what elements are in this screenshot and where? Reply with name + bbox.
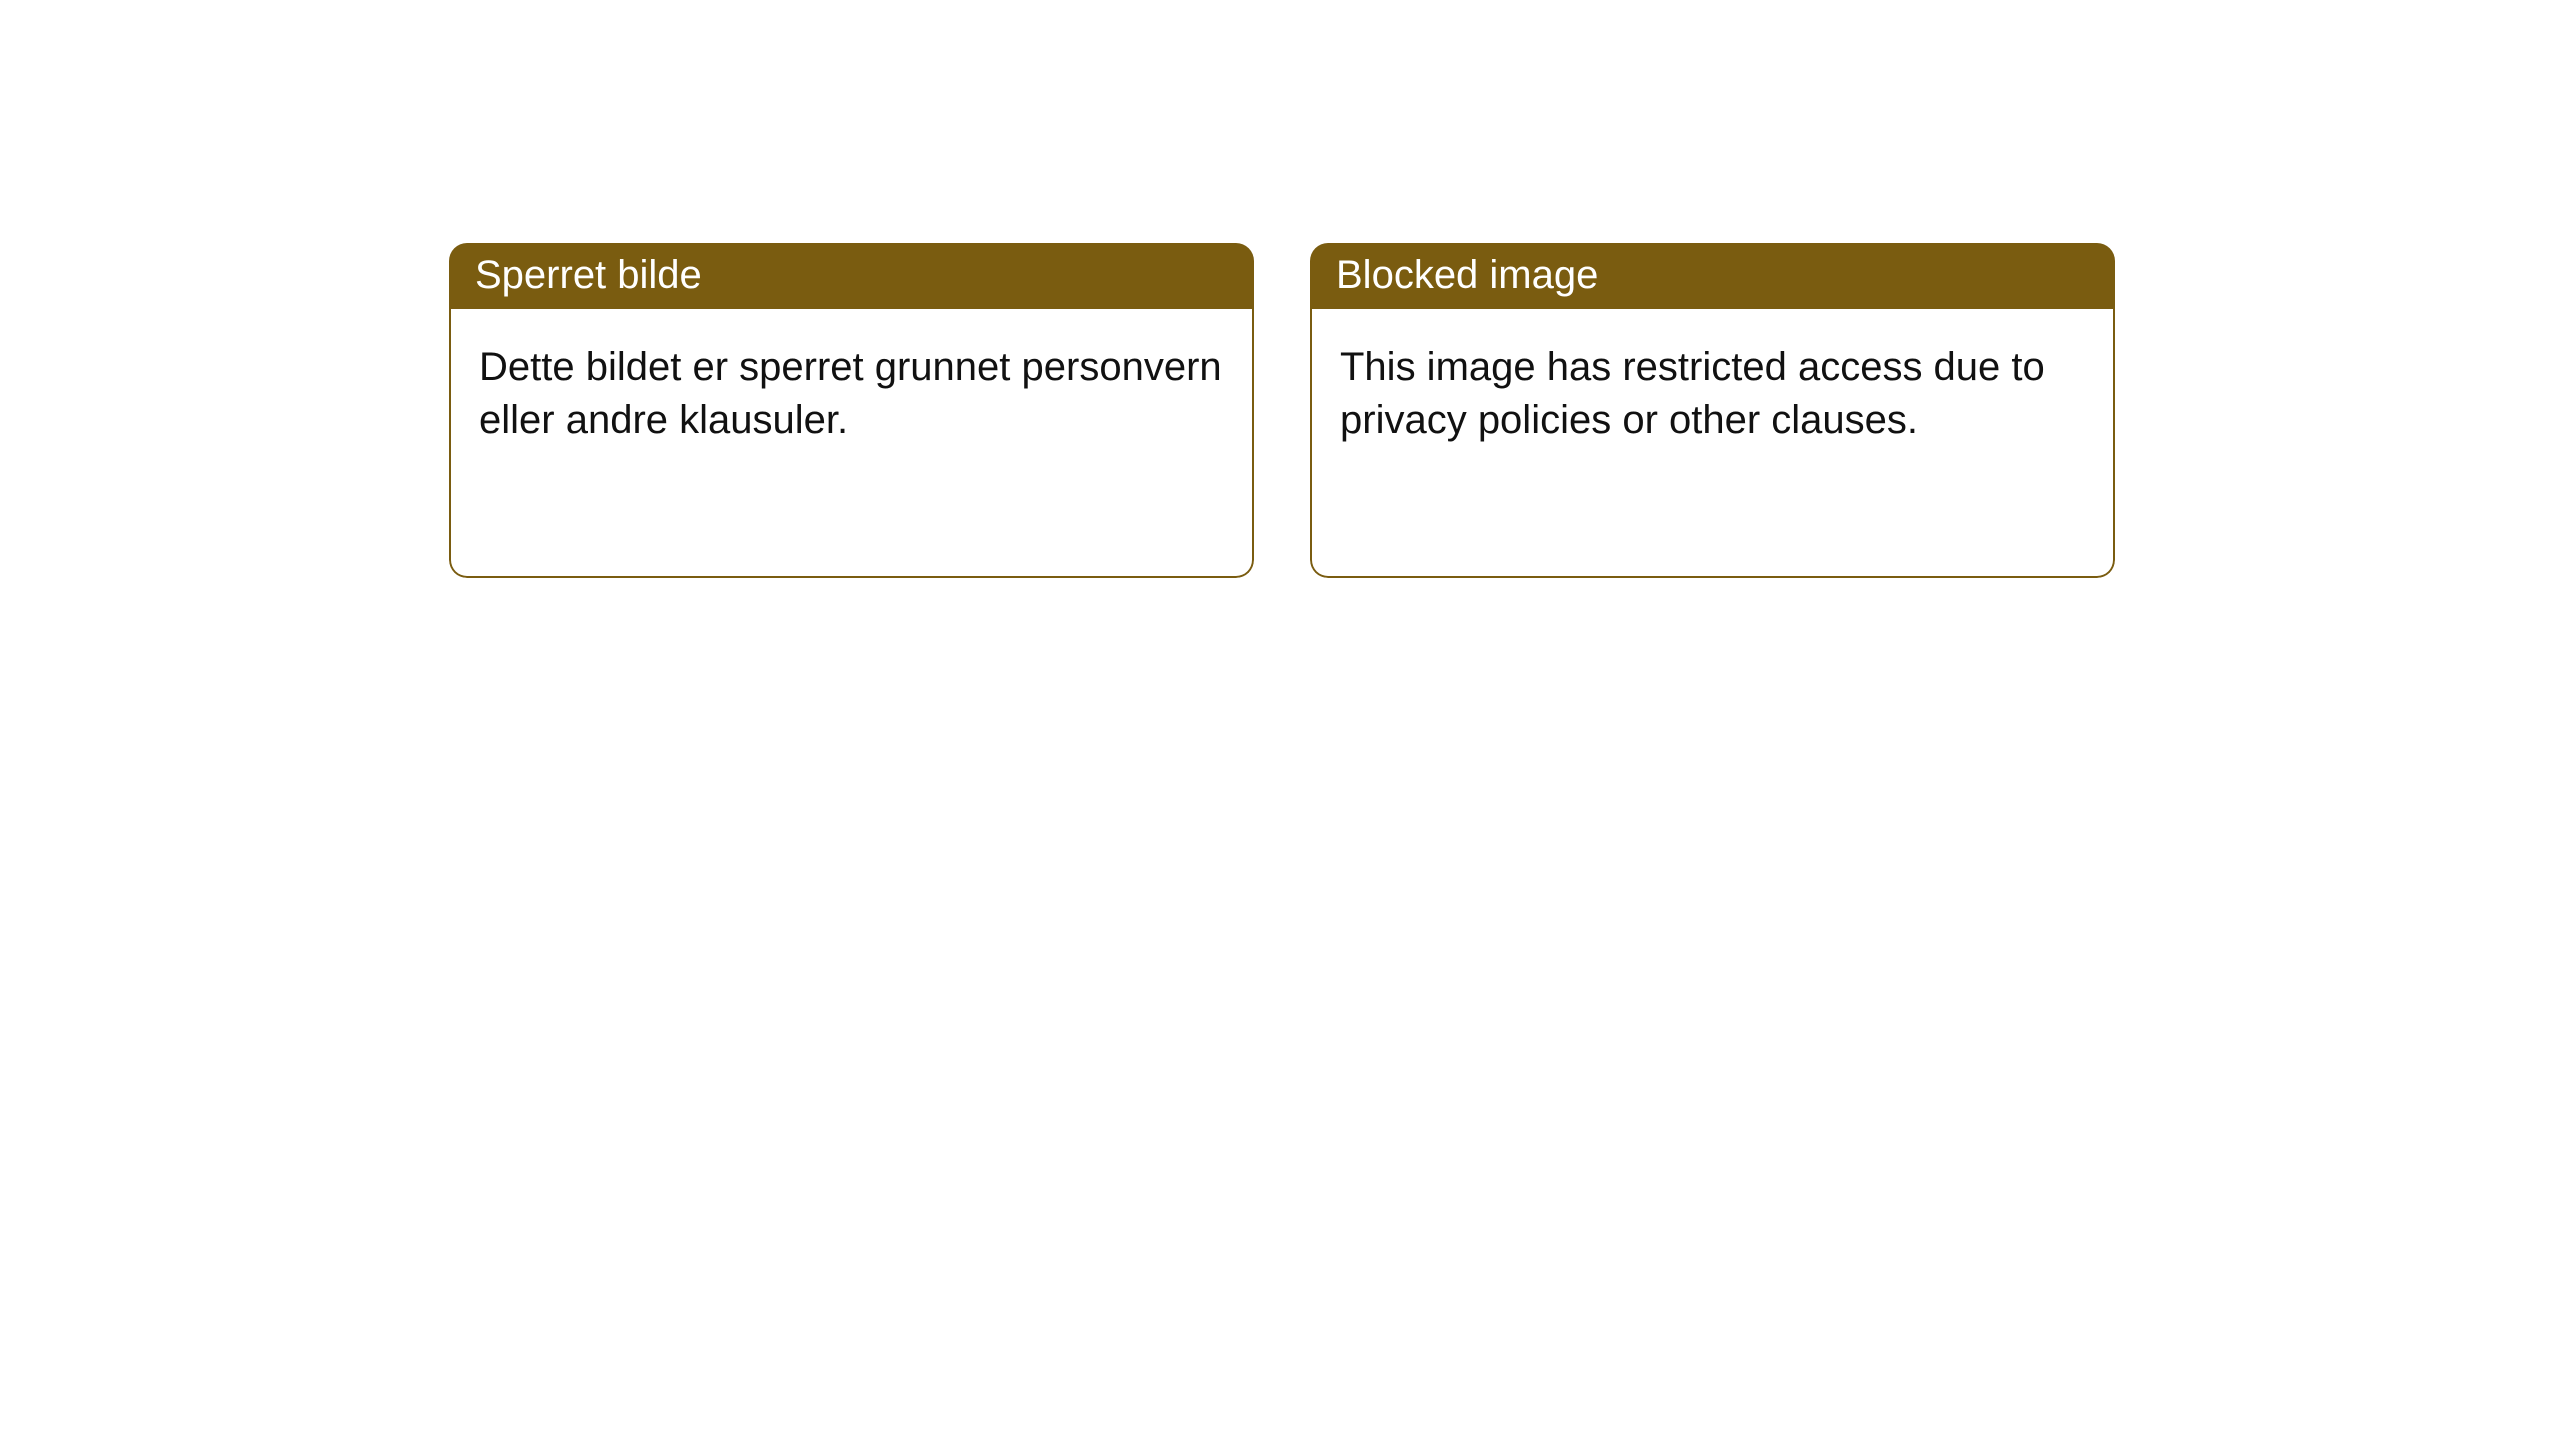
card-header-norwegian: Sperret bilde [449, 243, 1254, 309]
card-body-norwegian: Dette bildet er sperret grunnet personve… [449, 309, 1254, 578]
card-body-english: This image has restricted access due to … [1310, 309, 2115, 578]
cards-container: Sperret bilde Dette bildet er sperret gr… [0, 0, 2560, 578]
blocked-image-card-english: Blocked image This image has restricted … [1310, 243, 2115, 578]
card-header-english: Blocked image [1310, 243, 2115, 309]
blocked-image-card-norwegian: Sperret bilde Dette bildet er sperret gr… [449, 243, 1254, 578]
